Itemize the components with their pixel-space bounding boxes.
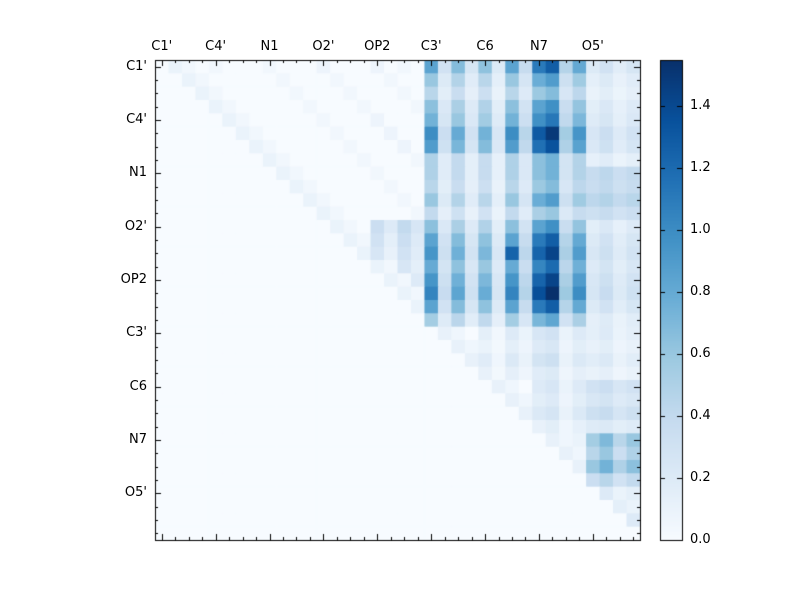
colorbar-tick-label-0.6: 0.6: [690, 346, 711, 362]
colorbar-tick-label-0.2: 0.2: [690, 470, 711, 486]
y-tick-label-7: C6: [129, 378, 147, 394]
y-tick-label-5: OP2: [120, 272, 147, 287]
y-tick-label-8: N7: [129, 432, 147, 447]
y-tick-label-9: O5': [124, 485, 147, 501]
x-tick-label-5: OP2: [364, 39, 391, 54]
y-tick-label-3: N1: [129, 165, 147, 181]
x-tick-label-6: C3': [420, 39, 442, 54]
x-tick-label-3: N1: [260, 39, 279, 54]
colorbar-tick-label-1.0: 1.0: [690, 222, 711, 238]
x-tick-label-1: C1': [151, 39, 173, 54]
x-tick-label-8: N7: [529, 39, 548, 54]
colorbar-tick-label-1.2: 1.2: [690, 160, 711, 176]
x-tick-label-9: O5': [581, 39, 604, 54]
colorbar-tick-label-0.0: 0.0: [690, 532, 711, 547]
colorbar-tick-label-0.8: 0.8: [690, 284, 711, 300]
y-tick-label-4: O2': [124, 218, 147, 234]
y-tick-label-6: C3': [126, 325, 147, 341]
y-tick-label-2: C4': [126, 112, 147, 127]
colorbar-tick-label-0.4: 0.4: [690, 408, 711, 424]
y-tick-label-1: C1': [126, 58, 147, 74]
colorbar-tick-label-1.4: 1.4: [690, 98, 711, 114]
x-tick-label-2: C4': [205, 39, 227, 54]
x-tick-label-4: O2': [312, 39, 335, 54]
x-tick-label-7: C6: [476, 39, 494, 54]
